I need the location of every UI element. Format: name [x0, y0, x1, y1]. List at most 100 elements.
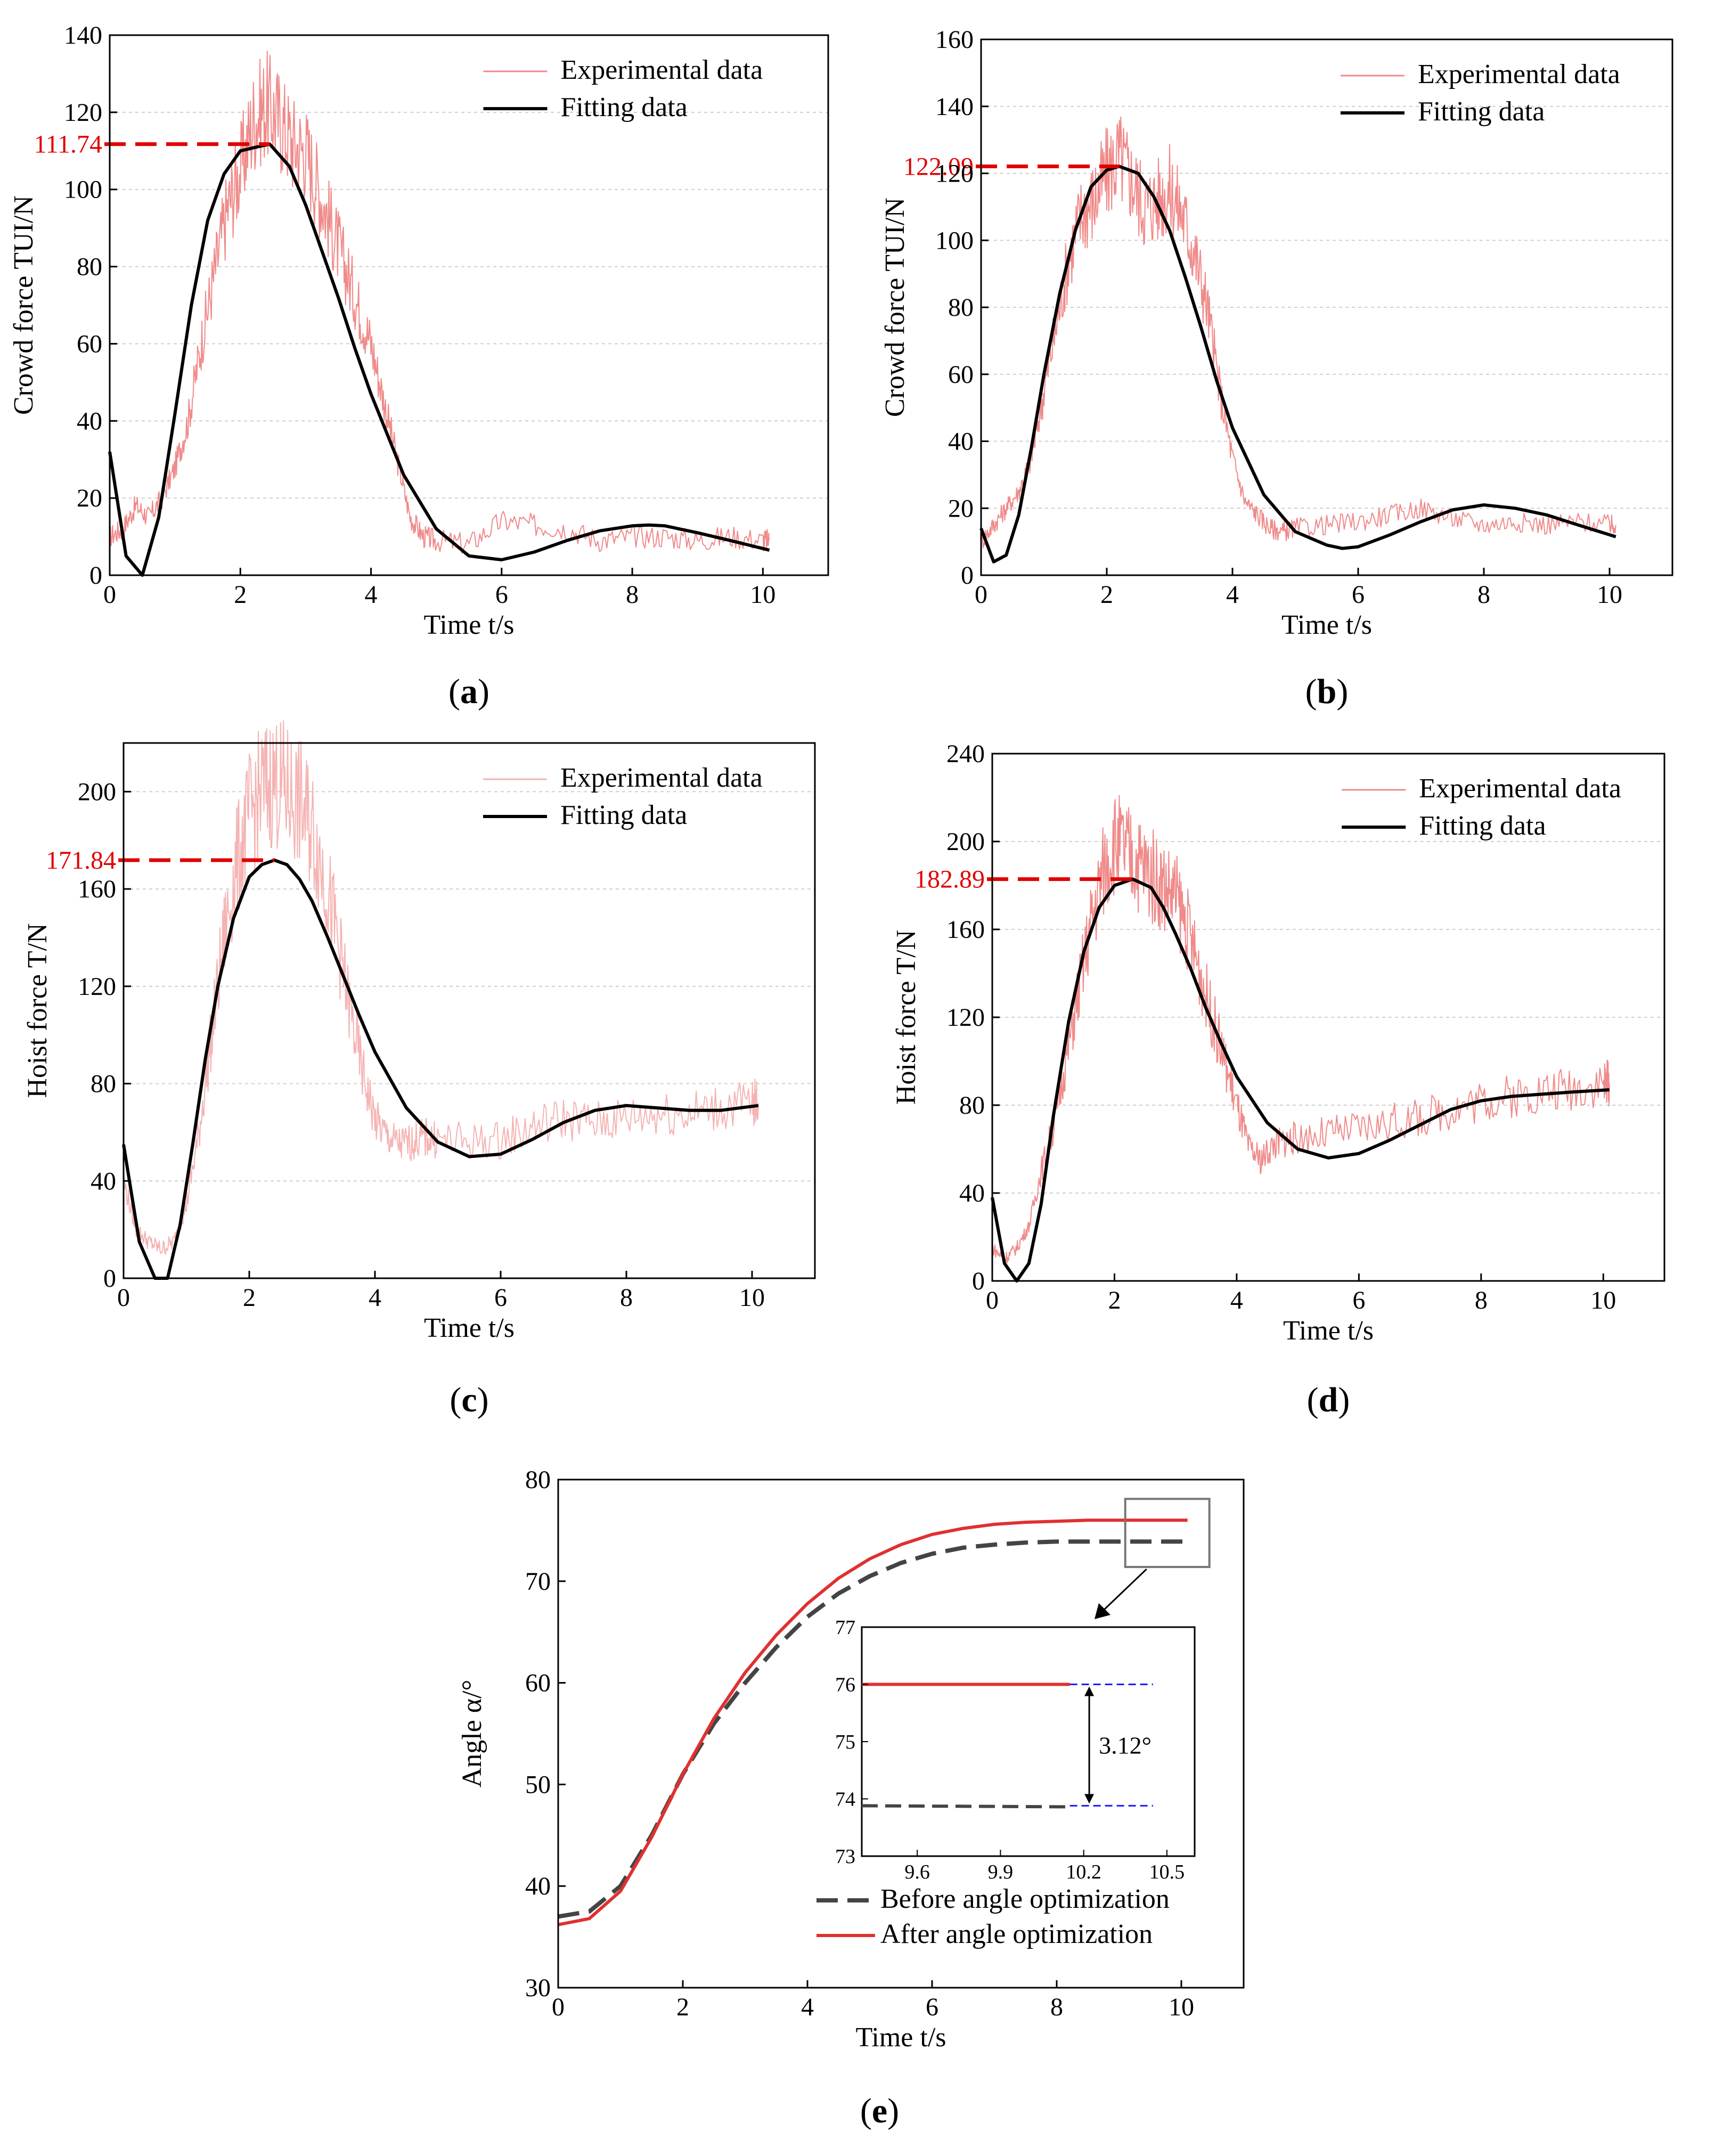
x-tick-label: 2 [1100, 581, 1113, 609]
x-tick-label: 10 [1597, 581, 1622, 609]
x-tick-label: 8 [1477, 581, 1490, 609]
x-tick-label: 10 [739, 1284, 765, 1312]
arrow-head [1095, 1603, 1110, 1619]
inset-y-tick-label: 75 [835, 1731, 855, 1753]
legend-label: After angle optimization [880, 1919, 1153, 1949]
y-axis-label: Hoist force T/N [22, 923, 53, 1098]
series-line [558, 1518, 1188, 1926]
legend-label: Experimental data [1418, 59, 1620, 89]
series-line [108, 142, 770, 577]
x-tick-label: 4 [365, 581, 378, 609]
y-tick-label: 0 [961, 561, 974, 590]
y-tick-label: 40 [959, 1179, 985, 1207]
x-tick-label: 8 [1475, 1286, 1488, 1314]
x-tick-label: 4 [369, 1284, 381, 1312]
y-tick-label: 80 [77, 253, 102, 281]
panel-e-inset: 3.12° 9.6 9.9 10.2 10.5 73 74 75 76 77 [835, 1498, 1211, 1883]
inset-before-line [861, 1804, 1070, 1809]
y-tick-label: 80 [525, 1466, 551, 1494]
y-tick-label: 70 [525, 1567, 551, 1596]
x-tick-label: 2 [234, 581, 247, 609]
x-tick-label: 0 [103, 581, 116, 609]
x-tick-label: 4 [1226, 581, 1239, 609]
x-tick-label: 4 [801, 1993, 814, 2021]
zoom-pointer-arrow [1101, 1569, 1147, 1613]
peak-label: 171.84 [46, 846, 116, 875]
y-tick-label: 140 [64, 21, 102, 50]
y-tick-label: 40 [525, 1872, 551, 1900]
y-tick-label: 200 [946, 828, 985, 856]
legend-label: Experimental data [560, 55, 763, 85]
x-tick-label: 8 [620, 1284, 633, 1312]
y-tick-label: 50 [525, 1770, 551, 1799]
series-line [558, 1539, 1188, 1919]
series-line [981, 116, 1616, 550]
y-tick-label: 100 [64, 176, 102, 204]
inset-x-tick-label: 10.5 [1149, 1861, 1185, 1883]
x-tick-label: 10 [750, 581, 775, 609]
y-tick-label: 240 [946, 740, 985, 768]
y-tick-label: 200 [78, 778, 116, 806]
panel-caption: (a) [448, 672, 489, 711]
y-tick-label: 20 [948, 494, 974, 522]
inset-y-tick-label: 74 [835, 1788, 855, 1811]
y-tick-label: 80 [91, 1070, 116, 1098]
x-axis-label: Time t/s [423, 610, 514, 640]
x-tick-label: 10 [1590, 1286, 1616, 1314]
x-axis-label: Time t/s [1281, 610, 1372, 640]
legend-label: Fitting data [1418, 96, 1545, 127]
x-tick-label: 6 [1352, 1286, 1365, 1314]
inset-annotation: 3.12° [1099, 1732, 1152, 1759]
y-tick-label: 0 [89, 561, 102, 590]
x-tick-label: 6 [1352, 581, 1365, 609]
y-tick-label: 80 [959, 1091, 985, 1120]
y-tick-label: 160 [935, 26, 974, 54]
inset-x-tick-label: 9.9 [988, 1861, 1014, 1883]
inset-frame [861, 1626, 1196, 1857]
zoom-box [1124, 1498, 1211, 1569]
y-tick-label: 120 [78, 973, 116, 1001]
panel-d: 182.89 0 2 4 6 8 10 0 40 80 120 160 200 240 Time t/s Ho… [891, 740, 1665, 1419]
y-tick-label: 120 [946, 1003, 985, 1032]
y-tick-label: 160 [78, 875, 116, 903]
x-tick-label: 8 [626, 581, 639, 609]
y-tick-label: 40 [91, 1167, 116, 1195]
legend-label: Experimental data [560, 763, 763, 793]
peak-label: 182.89 [914, 865, 985, 894]
y-tick-label: 30 [525, 1974, 551, 2002]
x-tick-label: 2 [243, 1284, 256, 1312]
y-tick-label: 160 [946, 916, 985, 944]
series-line [109, 51, 770, 554]
legend-label: Fitting data [560, 800, 687, 830]
y-tick-label: 0 [972, 1267, 985, 1295]
x-tick-label: 6 [495, 581, 508, 609]
arrow-head [1084, 1686, 1095, 1696]
series-line [979, 165, 1616, 564]
series-line [123, 720, 759, 1255]
plot-frame [557, 1479, 1245, 1989]
series-line [991, 877, 1610, 1283]
y-tick-label: 60 [525, 1669, 551, 1697]
x-tick-label: 0 [552, 1993, 565, 2021]
x-tick-label: 2 [676, 1993, 689, 2021]
legend-label: Fitting data [1419, 811, 1546, 841]
legend-label: Before angle optimization [880, 1884, 1170, 1914]
x-tick-label: 0 [117, 1284, 130, 1312]
y-axis-label: Crowd force TUI/N [880, 198, 910, 417]
y-tick-label: 40 [948, 428, 974, 456]
inset-x-tick-label: 9.6 [904, 1861, 930, 1883]
x-tick-label: 2 [1108, 1286, 1121, 1314]
panel-caption: (e) [860, 2092, 899, 2130]
x-axis-label: Time t/s [424, 1313, 515, 1343]
x-tick-label: 0 [975, 581, 987, 609]
x-tick-label: 0 [986, 1286, 999, 1314]
y-axis-label: Angle α/° [457, 1680, 487, 1788]
y-tick-label: 100 [935, 226, 974, 255]
x-tick-label: 10 [1169, 1993, 1194, 2021]
panel-caption: (d) [1307, 1381, 1350, 1419]
y-tick-label: 20 [77, 484, 102, 512]
plot-frame [123, 742, 816, 1279]
